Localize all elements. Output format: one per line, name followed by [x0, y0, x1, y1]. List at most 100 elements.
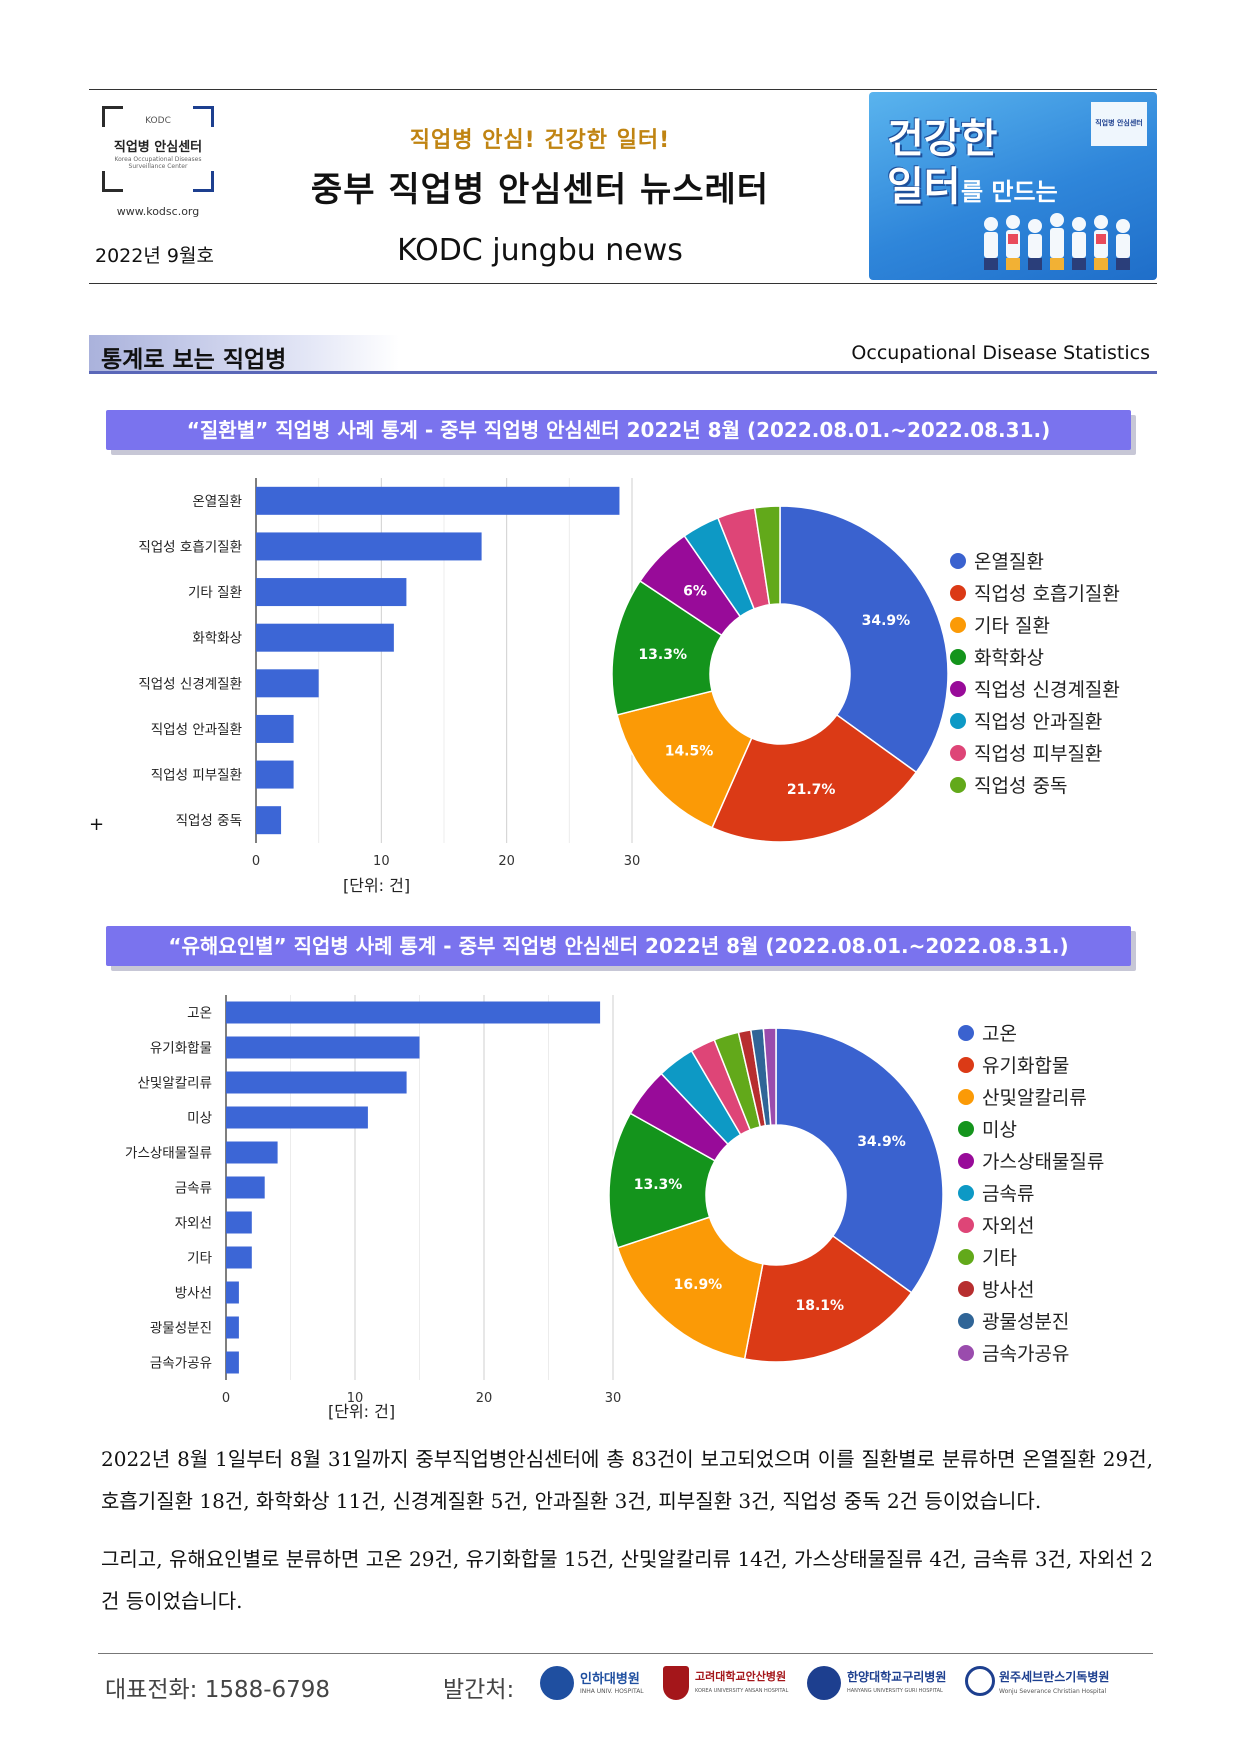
category-label: 금속가공유 [150, 1356, 212, 1372]
bar [226, 1071, 407, 1094]
x-tick-label: 0 [222, 1391, 230, 1406]
summary-paragraph-1: 2022년 8월 1일부터 8월 31일까지 중부직업병안심센터에 총 83건이… [101, 1447, 1153, 1513]
hazard-chart-banner-text: “유해요인별” 직업병 사례 통계 - 중부 직업병 안심센터 2022년 8월… [168, 934, 1069, 958]
summary-paragraph-2: 그리고, 유해요인별로 분류하면 고온 29건, 유기화합물 15건, 산및알칼… [101, 1547, 1153, 1613]
bar [226, 1246, 252, 1269]
category-label: 고온 [187, 1006, 212, 1022]
hazard-bar-chart: 0 10 20 30 고온유기화합물산및알칼리류미상가스상태물질류금속류자외선기타방사선… [125, 995, 621, 1406]
footer-rule [98, 1653, 1153, 1654]
logo-kodc-text: KODC [145, 116, 171, 126]
slice-label: 34.9% [857, 1134, 906, 1150]
pie-slice [762, 1027, 777, 1127]
legend-swatch [958, 1281, 974, 1297]
legend-label: 방사선 [982, 1279, 1035, 1301]
legend-swatch [950, 745, 966, 761]
healthy-workplace-banner: 건강한 일터 를 만드는 직업병 안심센터 [869, 92, 1157, 280]
header-bottom-rule [89, 283, 1157, 284]
pie-slice [779, 505, 949, 774]
legend-swatch [958, 1345, 974, 1361]
bar [226, 1106, 368, 1129]
category-label: 기타 [187, 1251, 212, 1267]
category-label: 방사선 [175, 1286, 212, 1302]
bar [256, 714, 294, 743]
banner-line1: 건강한 [887, 116, 998, 162]
bar [256, 669, 319, 698]
legend-label: 자외선 [982, 1215, 1035, 1237]
section-heading-bar [89, 335, 399, 371]
category-label: 직업성 호흡기질환 [138, 539, 242, 555]
korea-univ-shield-icon [663, 1666, 689, 1700]
bar [226, 1211, 252, 1234]
legend-label: 가스상태물질류 [982, 1151, 1105, 1173]
legend-swatch [958, 1249, 974, 1265]
x-tick-label: 10 [347, 1391, 364, 1406]
bar [256, 532, 482, 561]
hospital-sub: INHA UNIV. HOSPITAL [580, 1688, 644, 1695]
hospital-sub: KOREA UNIVERSITY ANSAN HOSPITAL [695, 1688, 789, 1694]
legend-swatch [958, 1057, 974, 1073]
hospital-name: 한양대학교구리병원 [847, 1670, 947, 1684]
logo-subtitle: Korea Occupational Diseases Surveillance… [114, 156, 202, 170]
hospital-name: 고려대학교안산병원 [695, 1670, 787, 1683]
hospital-name: 인하대병원 [580, 1672, 640, 1687]
bar [226, 1316, 239, 1339]
phone-number: 대표전화: 1588-6798 [105, 1677, 331, 1703]
hospital-sub: HANYANG UNIVERSITY GURI HOSPITAL [847, 1688, 943, 1694]
legend-swatch [958, 1217, 974, 1233]
newsletter-title-en: KODC jungbu news [397, 233, 683, 268]
disease-chart-unit: [단위: 건] [343, 876, 411, 895]
legend-label: 온열질환 [974, 551, 1044, 573]
legend-swatch [958, 1025, 974, 1041]
legend-swatch [950, 585, 966, 601]
slogan: 직업병 안심! 건강한 일터! [409, 128, 671, 153]
legend-label: 기타 [982, 1247, 1017, 1269]
legend-swatch [958, 1153, 974, 1169]
bar [256, 760, 294, 789]
category-label: 미상 [187, 1111, 212, 1127]
bar [256, 578, 407, 607]
banner-line2: 일터 [887, 164, 961, 210]
legend-swatch [950, 777, 966, 793]
logo-center-name: 직업병 안심센터 [113, 140, 203, 155]
bar [226, 1351, 239, 1374]
hospital-sub: Wonju Severance Christian Hospital [999, 1688, 1107, 1695]
category-label: 온열질환 [192, 494, 242, 510]
legend-label: 미상 [982, 1119, 1017, 1141]
legend-label: 화학화상 [974, 647, 1044, 669]
legend-label: 기타 질환 [974, 615, 1050, 637]
slice-label: 18.1% [796, 1298, 845, 1314]
slice-label: 16.9% [674, 1277, 723, 1293]
bar [226, 1141, 278, 1164]
legend-swatch [950, 713, 966, 729]
legend-swatch [950, 553, 966, 569]
x-tick-label: 0 [252, 854, 260, 869]
slice-label: 34.9% [862, 613, 911, 629]
legend-label: 금속류 [982, 1183, 1035, 1205]
legend-label: 광물성분진 [982, 1311, 1070, 1333]
disease-chart-banner: “질환별” 직업병 사례 통계 - 중부 직업병 안심센터 2022년 8월 (… [106, 410, 1131, 450]
site-url[interactable]: www.kodsc.org [116, 205, 200, 218]
header-top-rule [89, 89, 1157, 90]
slice-label: 13.3% [634, 1177, 683, 1193]
legend-swatch [950, 617, 966, 633]
section-title: 통계로 보는 직업병 [101, 347, 287, 373]
category-label: 직업성 신경계질환 [138, 676, 242, 692]
plus-mark: + [89, 814, 105, 835]
kodc-logo: KODC 직업병 안심센터 Korea Occupational Disease… [102, 106, 214, 192]
legend-label: 금속가공유 [982, 1343, 1070, 1365]
legend-label: 직업성 피부질환 [974, 743, 1103, 765]
issue-date: 2022년 9월호 [95, 245, 214, 267]
category-label: 기타 질환 [188, 585, 242, 601]
disease-donut-chart: 34.9% 21.7% 14.5% 13.3% 6% [611, 505, 949, 843]
category-label: 자외선 [175, 1216, 212, 1232]
category-label: 가스상태물질류 [125, 1146, 212, 1162]
hazard-donut-chart: 34.9% 18.1% 16.9% 13.3% [608, 1027, 944, 1363]
pie-slice [753, 505, 781, 606]
legend-label: 직업성 호흡기질환 [974, 583, 1120, 605]
x-tick-label: 30 [605, 1391, 622, 1406]
hazard-chart-banner: “유해요인별” 직업병 사례 통계 - 중부 직업병 안심센터 2022년 8월… [106, 926, 1131, 966]
section-title-en: Occupational Disease Statistics [851, 342, 1150, 364]
legend-label: 유기화합물 [982, 1055, 1070, 1077]
pie-slice [775, 1027, 944, 1294]
